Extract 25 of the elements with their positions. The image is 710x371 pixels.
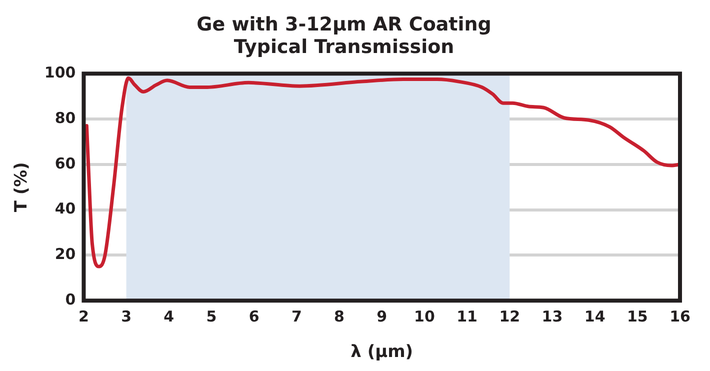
y-tick-label: 80: [54, 108, 76, 127]
chart-title: Ge with 3-12µm AR Coating Typical Transmission: [196, 13, 492, 58]
x-tick-label: 11: [456, 307, 478, 326]
y-tick-label: 40: [54, 200, 76, 218]
y-axis-title: T (%): [12, 162, 32, 212]
x-tick-label: 8: [334, 307, 344, 326]
x-tick-label: 9: [376, 307, 388, 326]
x-tick-label: 13: [542, 307, 563, 326]
x-tick-label: 15: [626, 307, 648, 326]
x-tick-label: 4: [164, 307, 174, 326]
y-tick-label: 20: [54, 245, 76, 264]
x-tick-label: 6: [248, 307, 260, 326]
y-tick-label: 100: [44, 63, 76, 82]
x-tick-label: 2: [78, 307, 89, 326]
x-tick-label: 16: [670, 307, 690, 326]
y-tick-label: 0: [65, 290, 76, 308]
line-series: [84, 76, 680, 268]
x-tick-label: 14: [584, 307, 606, 326]
x-tick-label: 3: [121, 307, 132, 326]
x-tick-label: 12: [499, 307, 520, 326]
y-tick-label: 60: [54, 154, 76, 172]
x-tick-label: 5: [206, 307, 217, 326]
x-axis-title: λ (µm): [350, 342, 414, 362]
x-tick-label: 7: [291, 307, 302, 326]
x-tick-label: 10: [414, 307, 435, 326]
